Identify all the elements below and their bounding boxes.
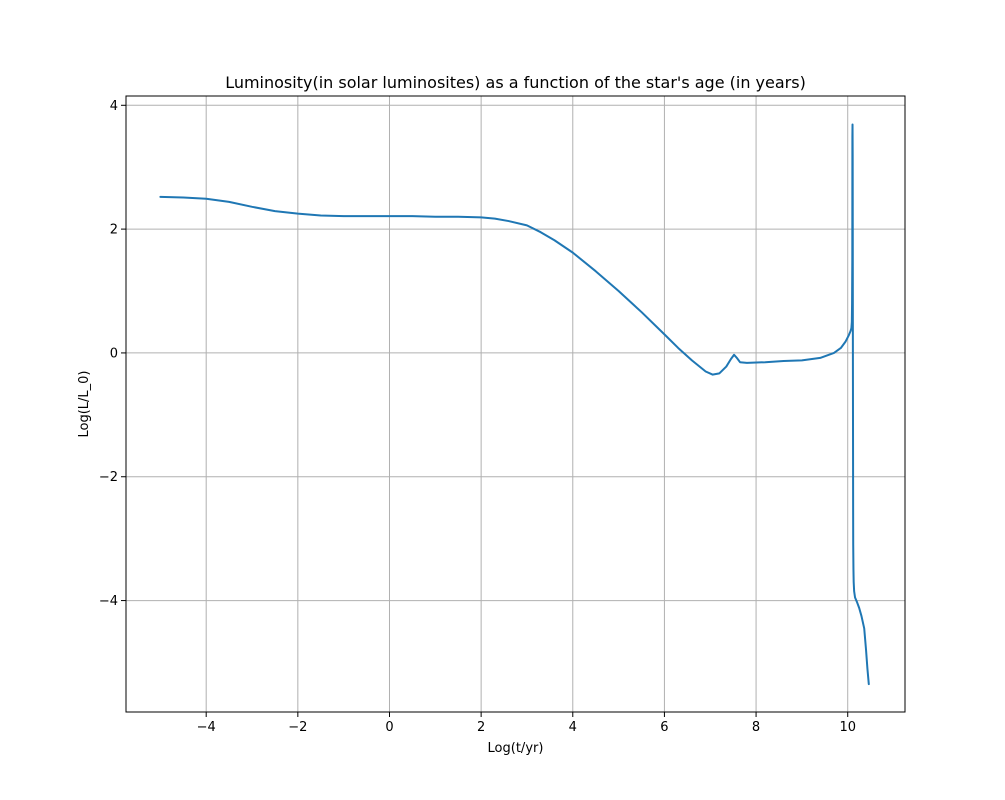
x-tick-label: 2 <box>477 720 485 735</box>
y-tick-label: 4 <box>110 99 118 114</box>
y-tick-label: −4 <box>99 594 118 609</box>
x-axis-label: Log(t/yr) <box>488 741 544 756</box>
y-tick-label: 2 <box>110 223 118 238</box>
x-tick-label: 0 <box>385 720 393 735</box>
y-tick-label: −2 <box>99 470 118 485</box>
x-tick-label: −4 <box>197 720 216 735</box>
grid-lines <box>126 96 905 712</box>
chart-title: Luminosity(in solar luminosites) as a fu… <box>225 73 806 92</box>
axis-ticks: −4 −2 0 2 4 6 8 10 −4 −2 0 2 4 <box>99 99 856 735</box>
plot-frame <box>125 95 906 713</box>
x-tick-label: 6 <box>660 720 668 735</box>
y-axis-label: Log(L/L_0) <box>77 371 92 438</box>
x-tick-label: 10 <box>839 720 856 735</box>
x-tick-label: 4 <box>569 720 577 735</box>
x-tick-label: −2 <box>288 720 307 735</box>
x-tick-label: 8 <box>752 720 760 735</box>
series-line-0 <box>159 123 870 686</box>
series-layer <box>159 123 870 686</box>
y-tick-label: 0 <box>110 346 118 361</box>
